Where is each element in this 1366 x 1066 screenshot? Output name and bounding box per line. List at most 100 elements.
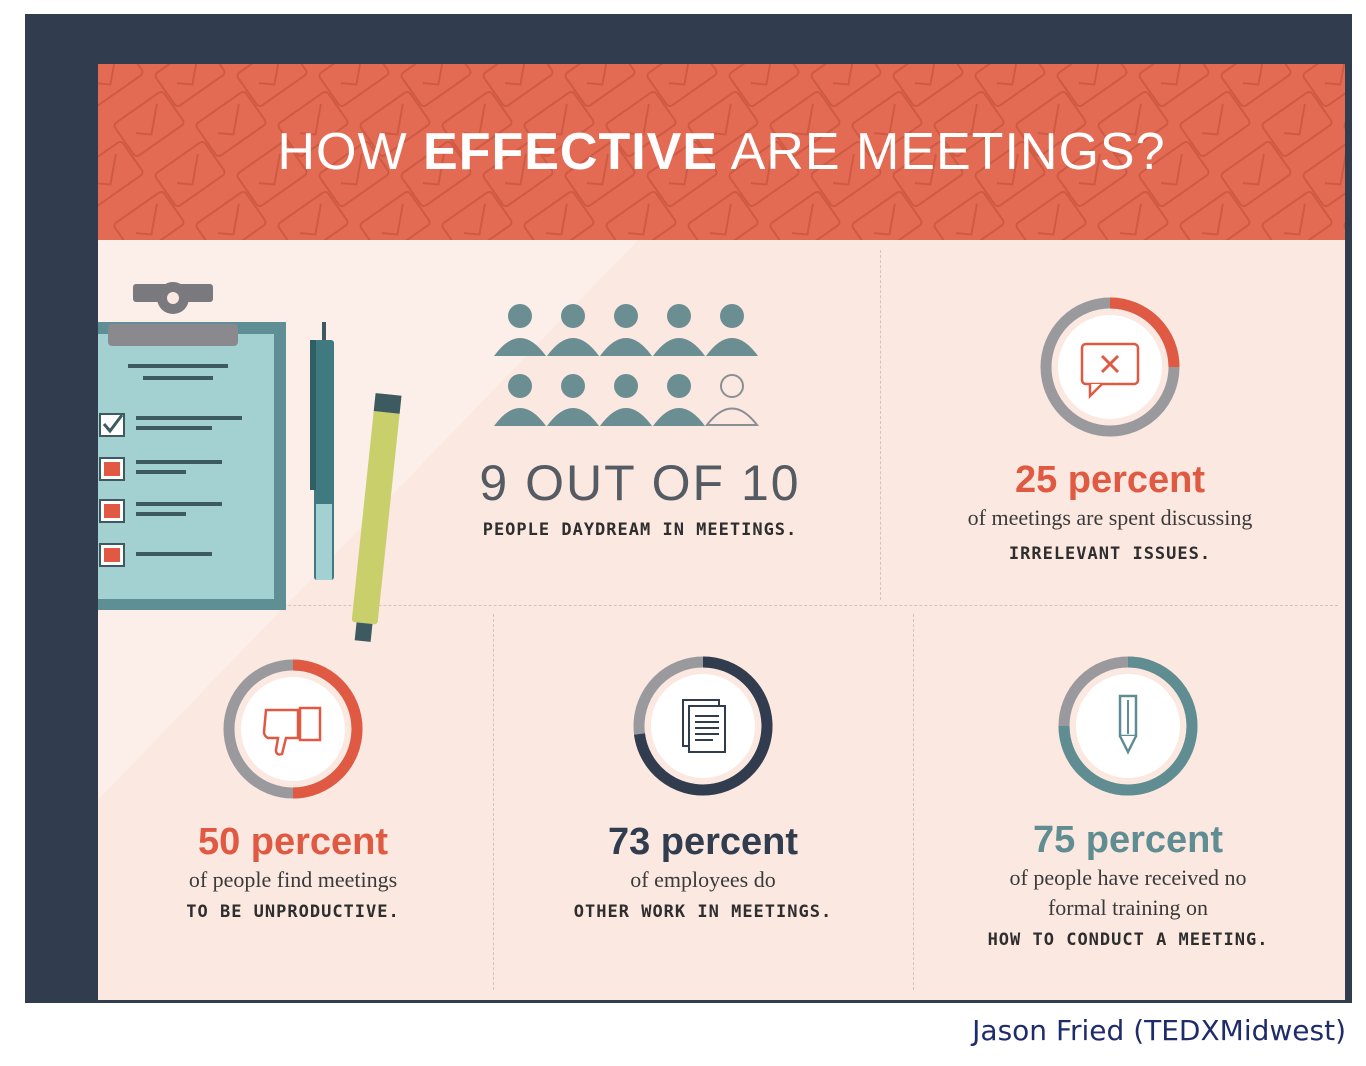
banner-checkmark-shape — [195, 190, 267, 240]
banner-checkmark-shape — [359, 90, 431, 158]
banner-checkmark-shape — [523, 190, 595, 240]
person-outline-icon — [704, 374, 760, 426]
banner-checkmark-shape — [154, 64, 226, 108]
person-icon — [653, 304, 705, 356]
banner-checkmark-shape — [933, 90, 1005, 158]
banner-checkmark-shape — [564, 64, 636, 108]
x-box-icon — [99, 499, 222, 523]
ring-other-work — [633, 656, 773, 796]
pen-icon — [310, 322, 334, 580]
stat-other-work-caption: OTHER WORK IN MEETINGS. — [573, 902, 833, 922]
banner-checkmark-shape — [482, 64, 554, 108]
banner-checkmark-shape — [482, 140, 554, 208]
banner-checkmark-shape — [318, 140, 390, 208]
banner-checkmark-shape — [318, 64, 390, 108]
page-title: HOW EFFECTIVE ARE MEETINGS? — [98, 122, 1345, 182]
banner-checkmark-shape — [113, 90, 185, 158]
pencil-icon — [1118, 694, 1138, 755]
speech-bubble-x-icon — [1080, 342, 1140, 400]
stat-no-training: 75 percent of people have received no fo… — [928, 648, 1328, 955]
banner-checkmark-shape — [1015, 190, 1087, 240]
ring-unproductive — [223, 659, 363, 799]
stat-irrelevant: 25 percent of meetings are spent discuss… — [910, 292, 1310, 569]
clipboard-illustration — [98, 282, 402, 642]
banner-checkmark-shape — [728, 140, 800, 208]
banner-checkmark-shape — [236, 140, 308, 208]
banner-checkmark-shape — [1015, 90, 1087, 158]
banner-checkmark-shape — [1302, 64, 1345, 108]
person-icon — [547, 304, 599, 356]
banner-checkmark-shape — [277, 190, 349, 240]
stat-irrelevant-headline: 25 percent — [1014, 459, 1206, 501]
ring-progress-arc — [292, 659, 363, 799]
checked-box-icon — [99, 413, 242, 437]
banner-checkmark-shape — [195, 90, 267, 158]
person-icon — [494, 374, 546, 426]
banner-checkmark-shape — [400, 64, 472, 108]
stat-no-training-line1: of people have received no — [1009, 865, 1247, 890]
banner-checkmark-shape — [974, 140, 1046, 208]
stat-unproductive-headline: 50 percent — [197, 821, 389, 863]
banner-checkmark-shape — [605, 90, 677, 158]
banner-checkmark-pattern — [98, 64, 1345, 240]
banner-checkmark-shape — [1261, 90, 1333, 158]
stat-no-training-headline: 75 percent — [1032, 819, 1224, 861]
documents-icon — [682, 699, 726, 753]
person-icon — [653, 374, 705, 426]
banner-checkmark-shape — [1056, 64, 1128, 108]
person-icon — [547, 374, 599, 426]
title-post: ARE MEETINGS? — [718, 123, 1166, 181]
person-icon — [600, 374, 652, 426]
banner-checkmark-shape — [564, 140, 636, 208]
banner-checkmark-shape — [851, 90, 923, 158]
banner-checkmark-shape — [892, 64, 964, 108]
stat-irrelevant-line1: of meetings are spent discussing — [967, 505, 1253, 530]
banner-checkmark-shape — [400, 140, 472, 208]
banner-checkmark-shape — [1097, 190, 1169, 240]
ring-progress-arc — [1109, 297, 1180, 368]
banner-checkmark-shape — [646, 64, 718, 108]
banner-checkmark-shape — [441, 190, 513, 240]
person-icon — [494, 304, 546, 356]
title-pre: HOW — [277, 123, 424, 181]
banner-checkmark-shape — [1138, 64, 1210, 108]
person-icon — [706, 304, 758, 356]
banner-checkmark-shape — [113, 190, 185, 240]
banner-checkmark-shape — [523, 90, 595, 158]
banner-checkmark-shape — [646, 140, 718, 208]
stat-unproductive-caption: TO BE UNPRODUCTIVE. — [186, 902, 400, 922]
divider-vertical-top — [880, 250, 881, 600]
banner-checkmark-shape — [1179, 190, 1251, 240]
stat-unproductive-line1: of people find meetings — [188, 867, 398, 892]
stat-irrelevant-caption: IRRELEVANT ISSUES. — [1008, 544, 1212, 564]
stat-no-training-line2: formal training on — [1047, 895, 1209, 920]
banner-checkmark-shape — [154, 140, 226, 208]
banner-checkmark-shape — [810, 64, 882, 108]
thumbs-down-icon — [262, 706, 322, 756]
clipboard-icon — [98, 282, 286, 610]
stat-daydream-caption: PEOPLE DAYDREAM IN MEETINGS. — [482, 520, 798, 540]
stat-daydream: 9 OUT OF 10 PEOPLE DAYDREAM IN MEETINGS. — [440, 302, 840, 545]
banner-checkmark-shape — [851, 190, 923, 240]
banner-checkmark-shape — [892, 140, 964, 208]
title-bold: EFFECTIVE — [423, 123, 719, 181]
person-icon — [600, 304, 652, 356]
header-banner: HOW EFFECTIVE ARE MEETINGS? — [98, 64, 1345, 240]
credit-caption: Jason Fried (TEDXMidwest) — [972, 1014, 1346, 1047]
banner-checkmark-shape — [98, 140, 144, 208]
stat-other-work-line1: of employees do — [630, 867, 776, 892]
banner-checkmark-shape — [687, 190, 759, 240]
ring-progress-arc — [634, 656, 773, 796]
banner-checkmark-shape — [359, 190, 431, 240]
divider-vertical-bottom-right — [913, 614, 914, 990]
banner-checkmark-shape — [1343, 190, 1345, 240]
ring-no-training — [1058, 656, 1198, 796]
stat-other-work-headline: 73 percent — [607, 821, 799, 863]
banner-checkmark-shape — [687, 90, 759, 158]
infographic-frame: HOW EFFECTIVE ARE MEETINGS? — [25, 14, 1352, 1003]
banner-checkmark-shape — [974, 64, 1046, 108]
highlighter-icon — [351, 393, 402, 642]
banner-checkmark-shape — [1179, 90, 1251, 158]
people-grid — [494, 304, 760, 426]
banner-checkmark-shape — [728, 64, 800, 108]
